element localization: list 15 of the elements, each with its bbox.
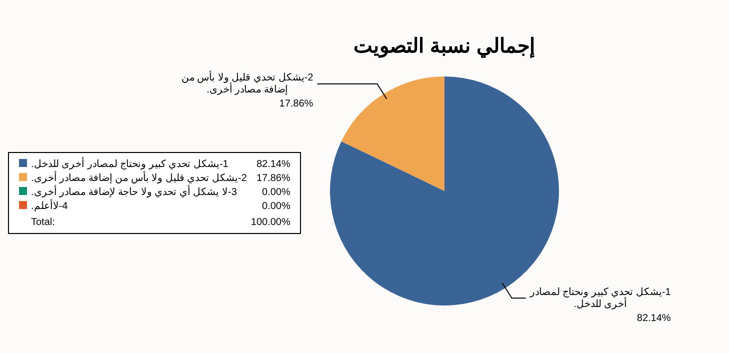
legend-label: 1-يشكل تحدي كبير ونحتاج لمصادر أخرى للدخل. [30,157,230,170]
legend-label: 3-لا يشكل أي تحدي ولا حاجة لإضافة مصادر أخرى. [30,185,238,198]
slice-label: 1-يشكل تحدي كبير ونحتاج لمصادر أخرى للدخل. [528,286,672,310]
slice-label: 2-يشكل تحدي قليل ولا بأس من إضافة مصادر أخرى. [181,70,314,96]
legend-label: 2-يشكل تحدي قليل ولا بأس من إضافة مصادر أخرى. [30,171,248,184]
data-label: 17.86% [279,98,314,110]
legend-label: 4-لاأعلم. [30,199,69,213]
text: 0.00% [262,186,290,198]
text: 0.00% [262,200,290,212]
chart-title: إجمالي نسبة التصويت [353,36,536,59]
data-label: 82.14% [255,158,292,171]
text: 100.00% [250,216,292,229]
text: Total: [30,216,56,229]
text: 82.14% [636,312,671,324]
text: 17.86% [256,172,290,184]
